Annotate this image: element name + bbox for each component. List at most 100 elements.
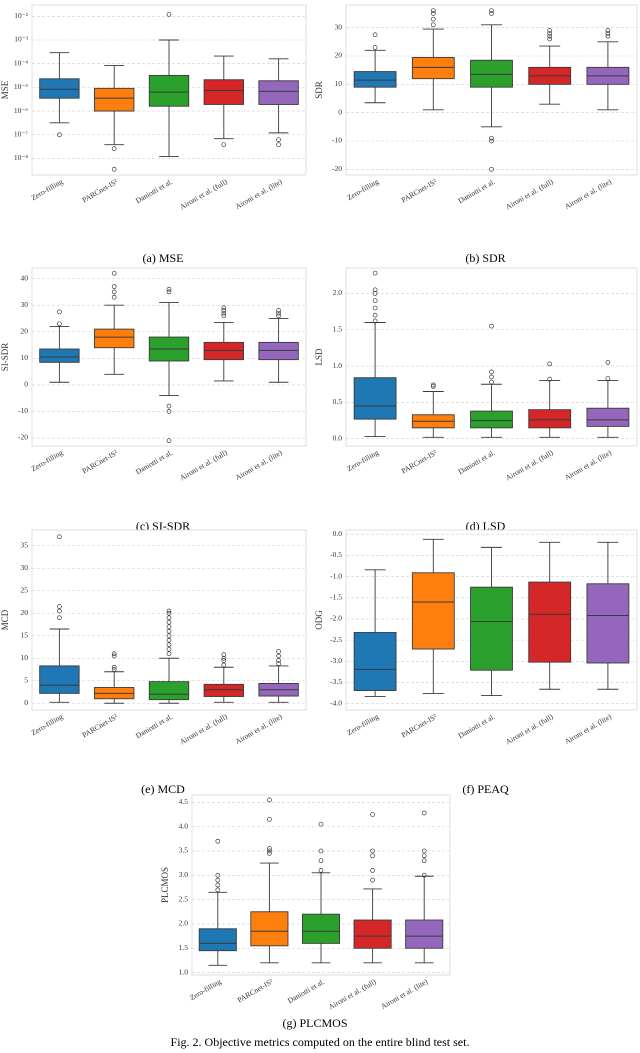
outlier — [430, 382, 436, 388]
outlier — [421, 872, 427, 878]
outlier — [166, 624, 172, 630]
panel-caption: (f) PEAQ — [462, 782, 509, 796]
panel-caption: (d) LSD — [466, 519, 506, 533]
outlier — [421, 848, 427, 854]
outlier — [57, 132, 62, 138]
y-tick-label: 20 — [21, 608, 29, 617]
y-tick-label: 10⁻⁷ — [14, 129, 28, 138]
y-tick-label: -20 — [18, 433, 28, 442]
outlier — [221, 662, 227, 668]
box — [353, 632, 397, 691]
outlier — [111, 653, 117, 659]
y-tick-label: 0.5 — [333, 397, 343, 406]
x-tick-label: Aironi et al. (full) — [504, 177, 555, 212]
chart-panel: 10⁻² 10⁻³ 10⁻⁴ 10⁻⁵ 10⁻⁶ 10⁻⁷ 10⁻⁸ MSE Zero-fill… — [0, 4, 307, 265]
y-tick-label: 10⁻⁶ — [14, 106, 28, 115]
outlier — [166, 651, 172, 657]
outlier — [489, 323, 494, 329]
y-tick-label: 30 — [21, 563, 29, 572]
panel-caption: (a) MSE — [143, 251, 184, 265]
outlier — [372, 291, 378, 296]
y-tick-label: 10⁻⁸ — [14, 153, 28, 162]
x-tick-label: PARCnet-IS² — [81, 712, 120, 740]
outlier — [547, 28, 553, 33]
y-axis-label: ODG — [314, 610, 324, 630]
y-axis-label: PLCMOS — [160, 867, 170, 903]
y-tick-label: 1.0 — [179, 967, 189, 976]
box — [39, 665, 80, 694]
x-tick-label: PARCnet-IS² — [400, 712, 439, 740]
outlier — [166, 409, 172, 414]
y-axis-label: MCD — [0, 609, 10, 630]
outlier — [221, 313, 227, 319]
outlier — [372, 312, 378, 318]
y-tick-label: 1.0 — [333, 361, 343, 370]
box — [586, 407, 630, 427]
outlier — [221, 308, 227, 313]
outlier — [111, 146, 117, 151]
outlier — [276, 142, 281, 148]
box — [353, 377, 397, 420]
x-tick-label: Zero-filling — [345, 712, 380, 737]
y-axis-label: SI-SDR — [0, 343, 10, 372]
outlier — [57, 604, 62, 609]
x-tick-label: Zero-filling — [30, 712, 65, 737]
x-tick-label: Zero-filling — [30, 448, 65, 473]
y-tick-label: 0 — [24, 380, 28, 389]
outlier — [166, 633, 172, 639]
box — [39, 348, 80, 363]
y-tick-label: -2.5 — [330, 635, 342, 644]
outlier — [370, 868, 375, 873]
panel-caption: (b) SDR — [465, 251, 505, 265]
y-tick-label: -10 — [18, 406, 28, 415]
outlier — [111, 166, 117, 172]
y-tick-label: 2.0 — [333, 288, 343, 297]
outlier — [489, 374, 494, 380]
outlier — [605, 360, 611, 365]
outlier — [166, 646, 172, 652]
y-tick-label: -3.5 — [330, 677, 342, 686]
x-tick-label: Aironi et al. (lite) — [234, 177, 284, 211]
panel-caption: (c) SI-SDR — [136, 519, 190, 533]
outlier — [547, 30, 553, 36]
y-tick-label: -1.0 — [330, 571, 342, 580]
chart-panel: 0 5 10 15 20 25 30 35 MCD Zero-filling PARCnet-IS²… — [0, 529, 307, 796]
outlier — [372, 270, 378, 276]
y-tick-label: -2.0 — [330, 614, 342, 623]
outlier — [111, 664, 117, 670]
panel-caption: (g) PLCMOS — [282, 1016, 347, 1030]
box — [586, 583, 630, 664]
outlier — [166, 610, 172, 616]
outlier — [547, 376, 553, 382]
box — [94, 328, 135, 349]
outlier — [370, 877, 375, 883]
outlier — [215, 838, 221, 844]
y-tick-label: 20 — [335, 51, 343, 60]
outlier — [489, 166, 494, 172]
outlier — [430, 384, 436, 389]
outlier — [111, 651, 117, 657]
x-tick-label: Zero-filling — [345, 177, 380, 202]
y-tick-label: 25 — [21, 585, 29, 594]
y-tick-label: 4.0 — [179, 821, 189, 830]
outlier — [276, 649, 281, 654]
x-tick-label: Daniotti et al. — [456, 448, 496, 476]
outlier — [430, 16, 436, 22]
y-tick-label: 35 — [21, 540, 29, 549]
x-tick-label: Daniotti et al. — [456, 177, 496, 205]
outlier — [605, 33, 611, 39]
x-tick-label: PARCnet-IS² — [400, 448, 439, 476]
box — [405, 919, 444, 949]
y-tick-label: 2.5 — [179, 894, 189, 903]
outlier — [166, 403, 172, 409]
x-tick-label: Aironi et al. (full) — [504, 448, 555, 483]
outlier — [276, 137, 281, 143]
outlier — [370, 812, 375, 817]
box — [528, 409, 572, 429]
x-tick-label: Aironi et al. (lite) — [379, 977, 429, 1011]
y-tick-label: 0 — [338, 107, 342, 116]
outlier — [430, 22, 436, 28]
outlier — [267, 816, 272, 822]
outlier — [430, 8, 436, 14]
y-tick-label: -20 — [332, 164, 342, 173]
